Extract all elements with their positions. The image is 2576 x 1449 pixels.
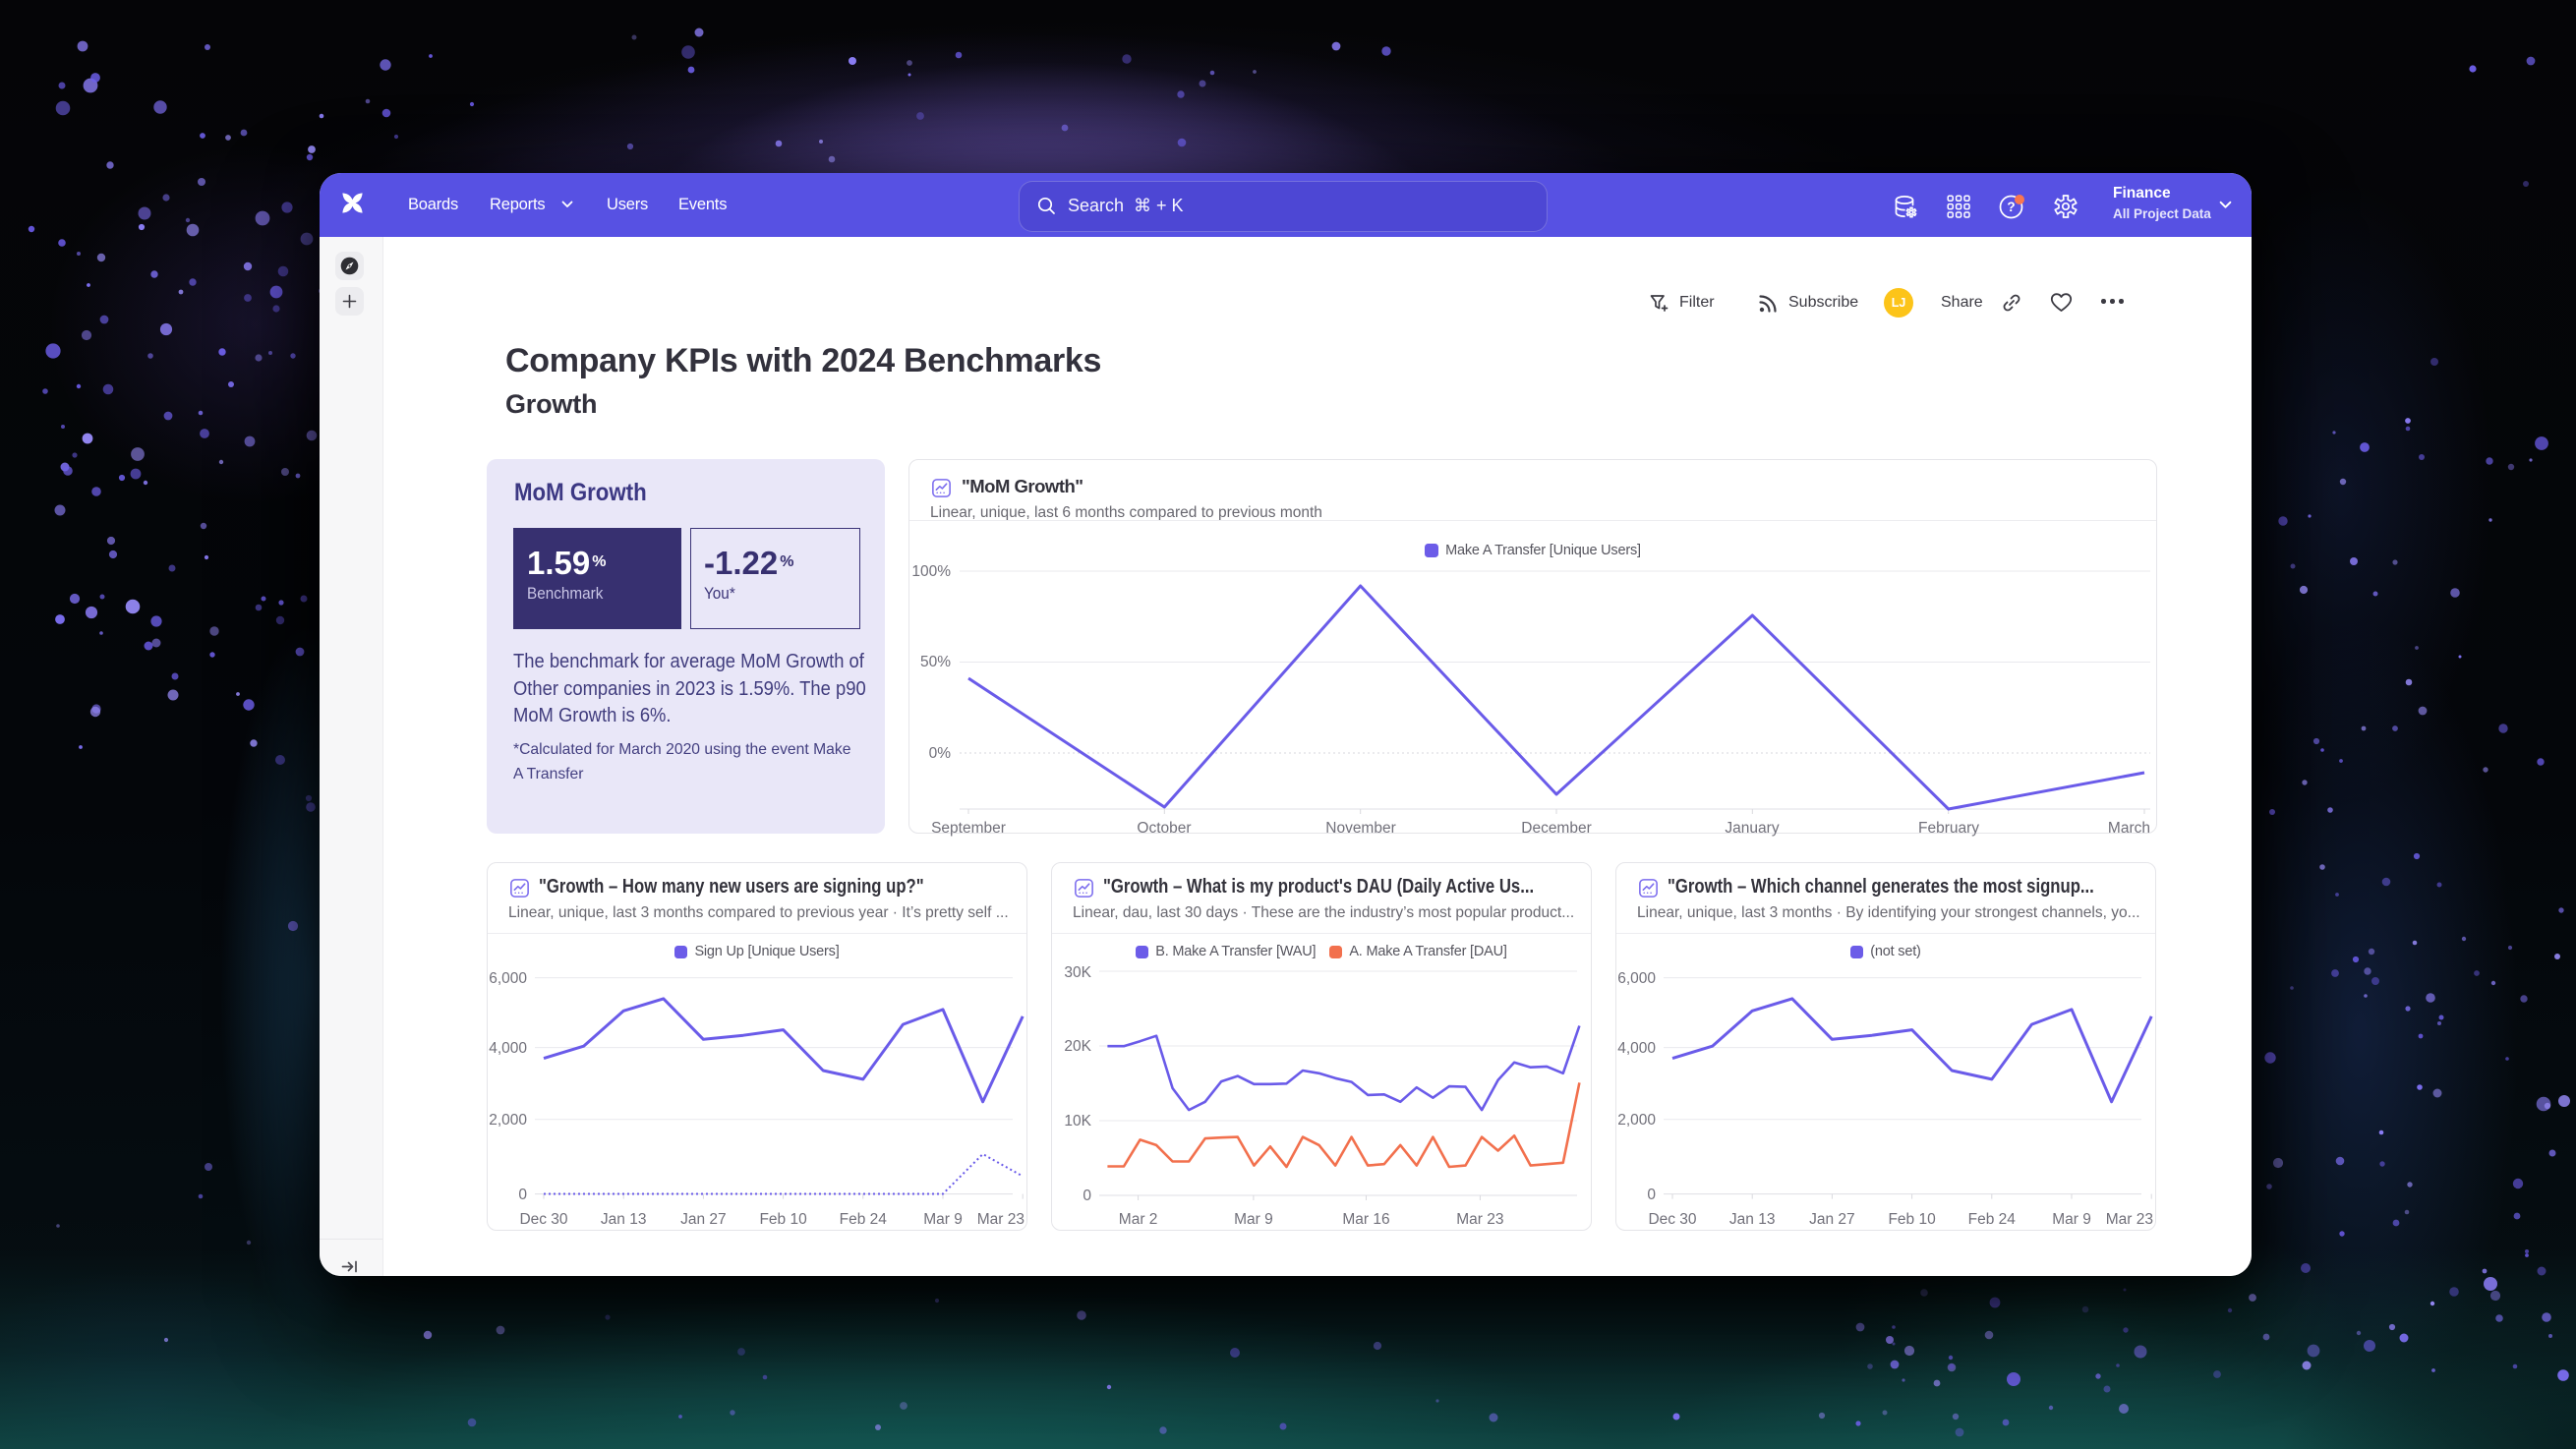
svg-text:?: ? xyxy=(2007,200,2015,214)
